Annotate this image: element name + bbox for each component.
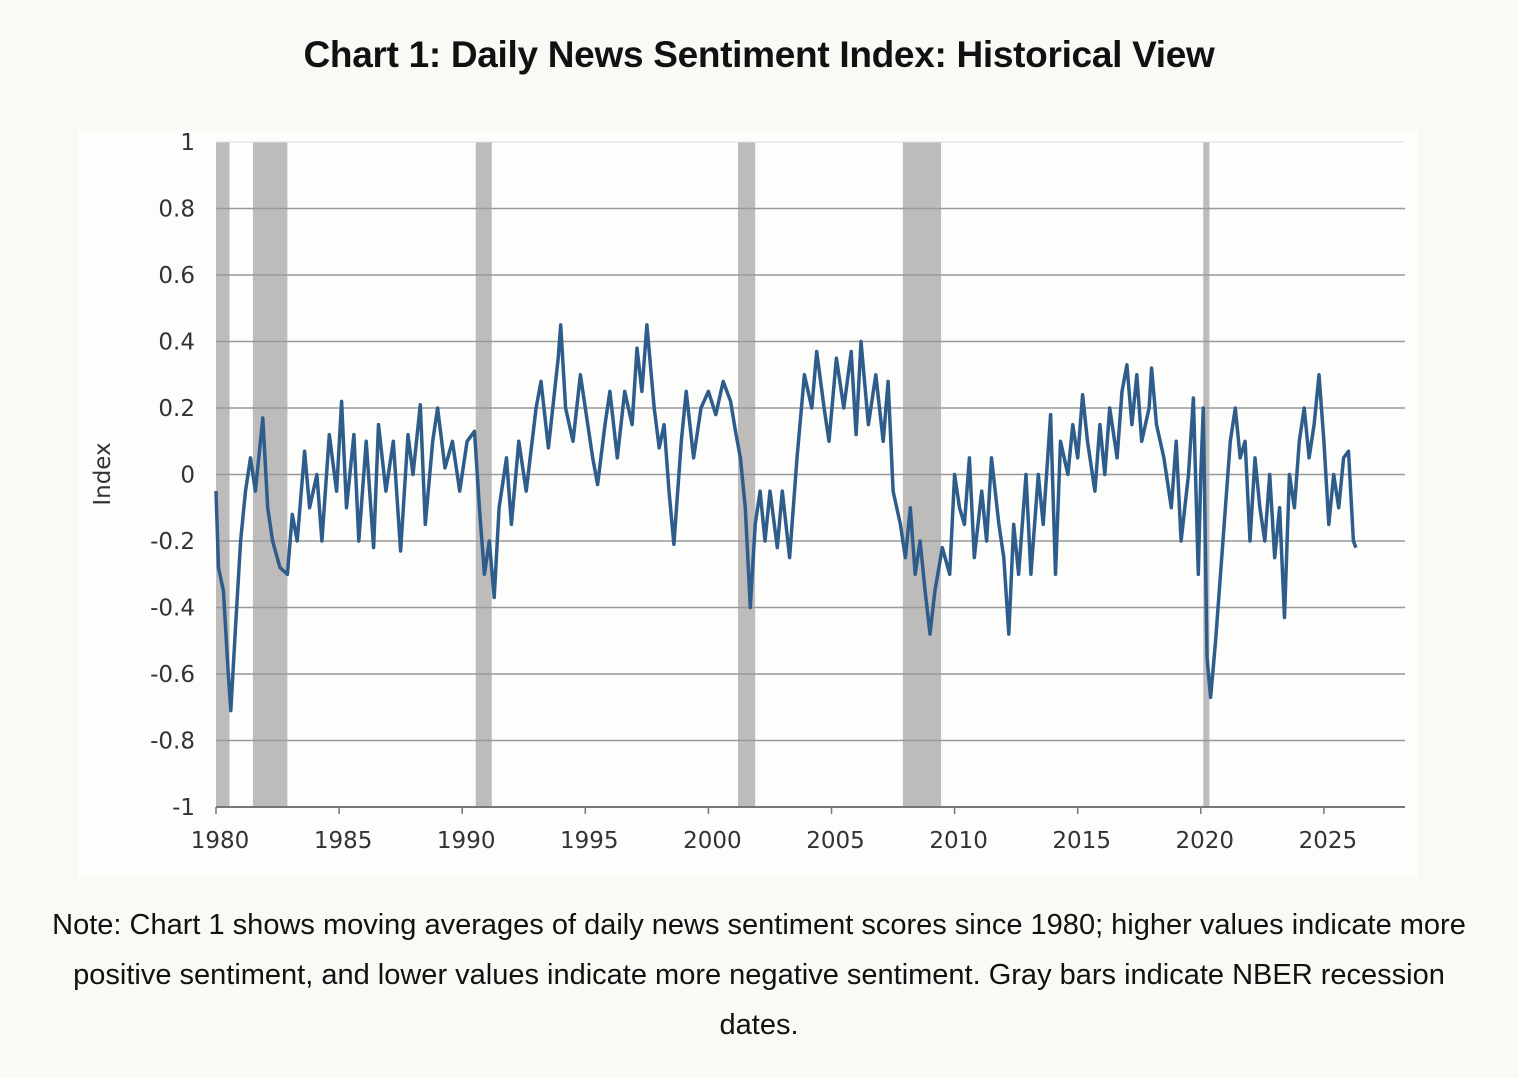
x-tick-label: 2000 bbox=[683, 828, 742, 854]
x-tick-label: 1995 bbox=[560, 828, 619, 854]
chart-note: Note: Chart 1 shows moving averages of d… bbox=[52, 909, 1466, 1041]
y-tick-labels: 1 0.8 0.6 0.4 0.2 0 -0.2 -0.4 -0.6 -0.8 -1 bbox=[150, 130, 195, 821]
y-axis-label: Index bbox=[90, 442, 116, 505]
x-tick-label: 2015 bbox=[1052, 828, 1111, 854]
x-tick-label: 1980 bbox=[191, 828, 250, 854]
x-tick-label: 1985 bbox=[314, 828, 373, 854]
y-tick-label: -0.4 bbox=[150, 596, 195, 622]
x-tick-label: 2025 bbox=[1299, 828, 1358, 854]
x-tick-label: 2020 bbox=[1176, 828, 1235, 854]
y-tick-label: -0.8 bbox=[150, 729, 195, 755]
sentiment-line bbox=[214, 323, 1358, 713]
y-tick-label: 0.6 bbox=[158, 263, 195, 289]
y-tick-label: 0.8 bbox=[158, 197, 195, 223]
y-tick-label: 0.2 bbox=[158, 396, 195, 422]
x-tick-label: 1990 bbox=[437, 828, 496, 854]
y-tick-label: -0.6 bbox=[150, 662, 195, 688]
y-tick-label: 0.4 bbox=[158, 330, 195, 356]
chart-title: Chart 1: Daily News Sentiment Index: His… bbox=[303, 34, 1215, 75]
y-tick-label: -0.2 bbox=[150, 529, 195, 555]
x-tick-label: 2010 bbox=[929, 828, 988, 854]
x-tick-label: 2005 bbox=[806, 828, 865, 854]
y-tick-label: 0 bbox=[180, 463, 195, 489]
y-tick-label: 1 bbox=[180, 130, 195, 156]
y-tick-label: -1 bbox=[172, 795, 195, 821]
x-tick-labels: 1980 1985 1990 1995 2000 2005 2010 2015 2020 2025 bbox=[191, 828, 1357, 854]
